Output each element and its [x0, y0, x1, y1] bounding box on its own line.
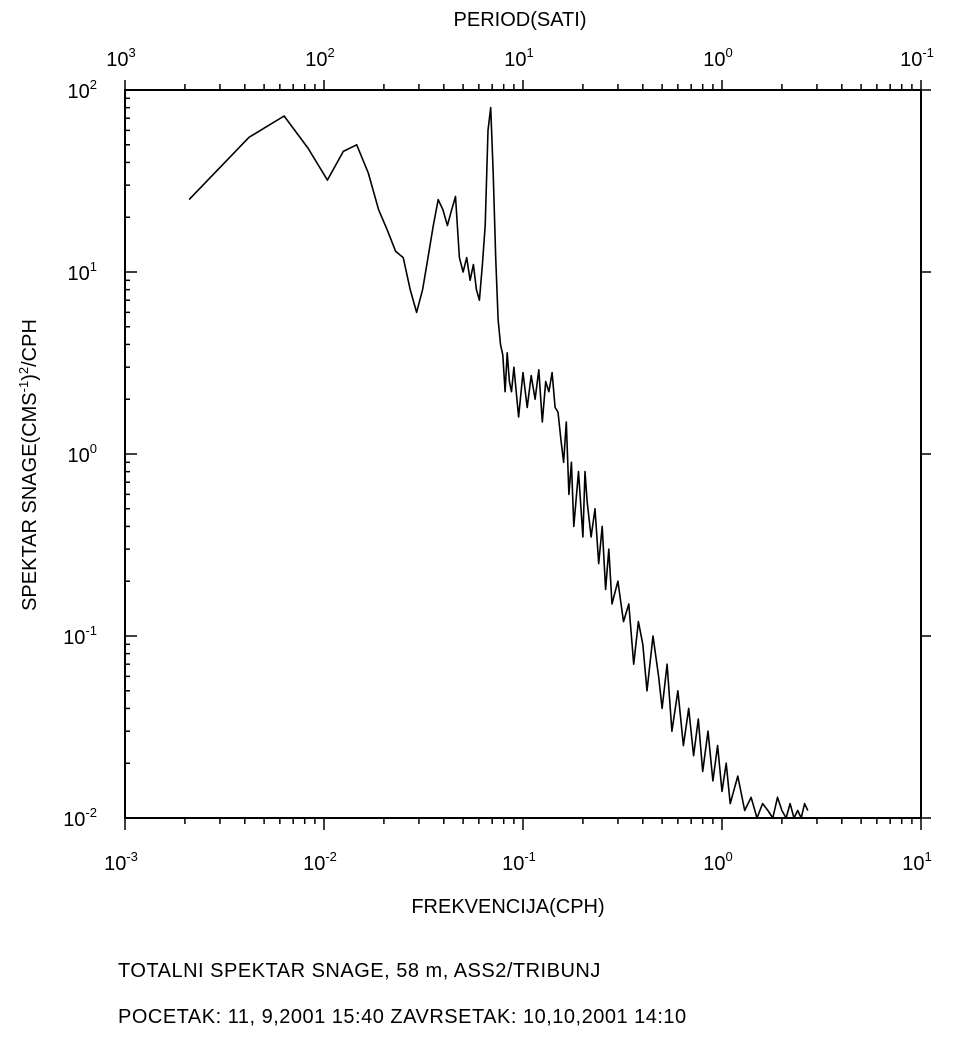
y-axis-label-sup2: 2	[16, 367, 31, 374]
y-tick-label: 102	[68, 77, 97, 103]
y-tick-label: 10-2	[63, 805, 97, 831]
y-axis-label-mid: )	[19, 374, 41, 381]
top-tick-label: 100	[703, 45, 732, 71]
x-tick-label: 10-1	[502, 849, 536, 875]
tick-labels: 10-3 10-2 10-1 100 101 103 102 101 100 10-1 10-2 10…	[63, 45, 934, 875]
caption-title: TOTALNI SPEKTAR SNAGE, 58 m, ASS2/TRIBUN…	[118, 960, 601, 982]
y-tick-label: 100	[68, 441, 97, 467]
x-tick-label: 10-3	[104, 849, 138, 875]
x-tick-label: 100	[703, 849, 732, 875]
top-tick-label: 101	[504, 45, 533, 71]
y-tick-label: 10-1	[63, 623, 97, 649]
y-tick-label: 101	[68, 259, 97, 285]
caption-dates: POCETAK: 11, 9,2001 15:40 ZAVRSETAK: 10,…	[118, 1006, 687, 1028]
y-axis-label-tail: /CPH	[19, 319, 41, 367]
x-tick-label: 101	[902, 849, 931, 875]
top-tick-label: 103	[106, 45, 135, 71]
y-axis-label: SPEKTAR SNAGE(CMS-1)2/CPH	[16, 319, 41, 611]
spectrum-chart: 10-3 10-2 10-1 100 101 103 102 101 100 10-1 10-2 10…	[16, 9, 934, 918]
x-axis-label: FREKVENCIJA(CPH)	[411, 896, 604, 918]
top-tick-label: 10-1	[900, 45, 934, 71]
axis-ticks	[124, 80, 931, 830]
x-tick-label: 10-2	[303, 849, 337, 875]
plot-frame	[124, 89, 922, 819]
y-axis-label-sup1: -1	[16, 381, 31, 393]
top-axis-label: PERIOD(SATI)	[454, 9, 587, 31]
y-axis-label-main: SPEKTAR SNAGE(CMS	[19, 392, 41, 611]
top-tick-label: 102	[305, 45, 334, 71]
spectrum-line	[188, 106, 809, 819]
